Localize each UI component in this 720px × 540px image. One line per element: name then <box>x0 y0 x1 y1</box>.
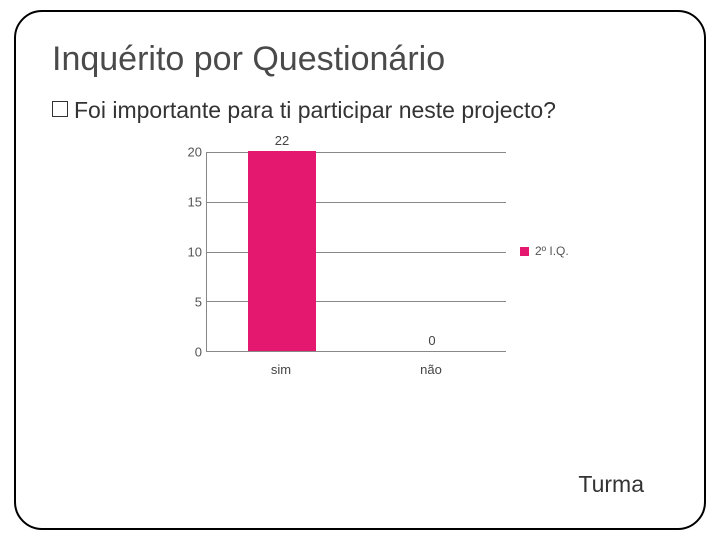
y-tick-label: 15 <box>172 195 202 210</box>
legend-swatch-icon <box>520 247 529 256</box>
question-text: Foi importante para ti participar neste … <box>74 95 556 126</box>
legend-label: 2º I.Q. <box>535 244 569 258</box>
bar-sim: 22 <box>248 151 316 351</box>
bar-value-label: 0 <box>398 333 466 348</box>
x-category-label: não <box>397 362 465 377</box>
bar-value-label: 22 <box>248 133 316 148</box>
checkbox-icon <box>52 101 68 117</box>
y-tick-label: 10 <box>172 245 202 260</box>
slide-frame: Inquérito por Questionário Foi important… <box>14 10 706 530</box>
y-tick-label: 0 <box>172 345 202 360</box>
page-title: Inquérito por Questionário <box>52 40 668 79</box>
y-tick-label: 20 <box>172 145 202 160</box>
plot-area: 22 0 <box>206 152 506 352</box>
bar-chart: 20 15 10 5 0 22 0 sim não 2º I.Q. <box>172 144 592 404</box>
x-category-label: sim <box>247 362 315 377</box>
y-tick-label: 5 <box>172 295 202 310</box>
legend: 2º I.Q. <box>520 244 569 258</box>
footer-label: Turma <box>578 471 644 498</box>
question-row: Foi importante para ti participar neste … <box>52 95 668 126</box>
